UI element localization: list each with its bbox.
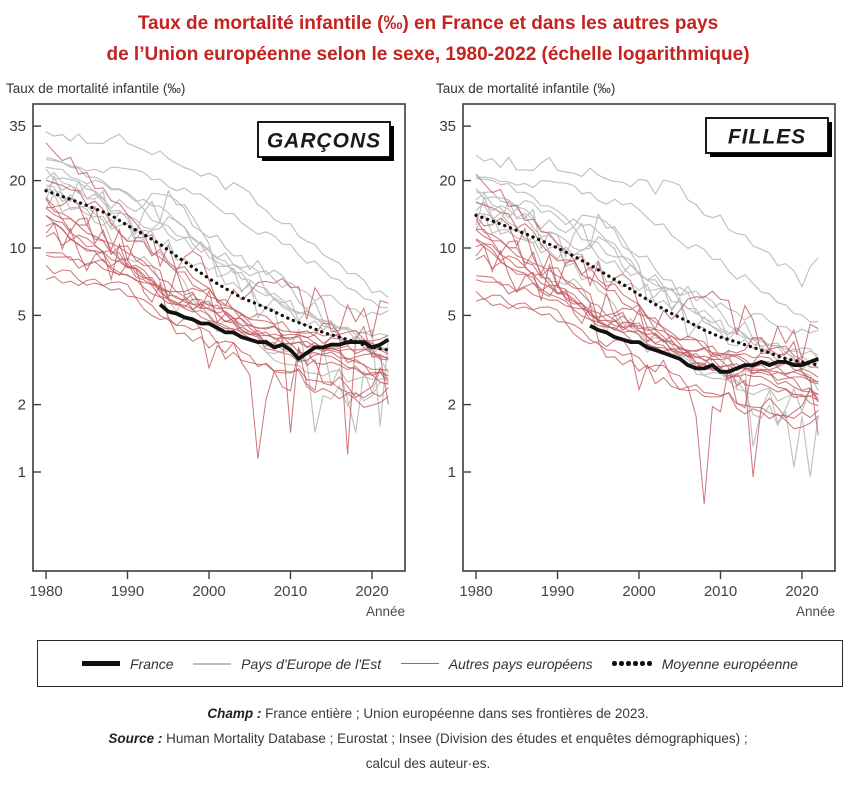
france-line-sample xyxy=(82,661,120,666)
other-europe-line xyxy=(45,222,389,459)
y-tick-label: 20 xyxy=(9,173,26,190)
east-europe-line xyxy=(45,156,389,349)
dot xyxy=(633,661,638,666)
moyenne-dotted-sample xyxy=(612,661,652,666)
panel-label-box xyxy=(705,117,829,154)
source-text: Human Mortality Database ; Eurostat ; In… xyxy=(166,731,748,746)
plot-border xyxy=(32,103,406,572)
y-tick-label: 1 xyxy=(448,464,456,481)
x-tick-label: 1990 xyxy=(541,583,574,600)
y-tick-label: 5 xyxy=(18,307,26,324)
y-tick-label: 5 xyxy=(448,307,456,324)
y-tick-label: 2 xyxy=(448,397,456,414)
y-tick-label: 2 xyxy=(18,397,26,414)
other-europe-line xyxy=(45,197,389,338)
panel-filles: Taux de mortalité infantile (‰) 35 20 10 5 2 1… xyxy=(430,78,856,623)
garcons-chart: Taux de mortalité infantile (‰)352010521… xyxy=(6,81,406,619)
east-europe-line xyxy=(45,158,389,309)
charts-row: Taux de mortalité infantile (‰) 35 20 10 5 2 1… xyxy=(0,78,856,623)
other-europe-line xyxy=(475,219,819,407)
panel-label-box xyxy=(257,121,391,158)
east-europe-line xyxy=(45,171,389,427)
filles-chart: Taux de mortalité infantile (‰)352010521… xyxy=(436,81,836,619)
x-axis-label: Année xyxy=(366,604,405,619)
footer: Champ : France entière ; Union européenn… xyxy=(0,701,856,776)
x-tick-label: 2010 xyxy=(704,583,737,600)
x-tick-label: 1980 xyxy=(459,583,492,600)
east-europe-line xyxy=(475,176,819,323)
x-tick-label: 1980 xyxy=(29,583,62,600)
dot xyxy=(647,661,652,666)
legend-item-autres-pays: Autres pays européens xyxy=(400,655,593,672)
legend-label-france: France xyxy=(130,655,174,672)
x-axis-label: Année xyxy=(796,604,835,619)
east-europe-line xyxy=(45,168,389,318)
panel-label: GARÇONS xyxy=(267,130,381,153)
other-europe-line xyxy=(45,179,389,351)
y-tick-label: 1 xyxy=(18,464,26,481)
legend-label-europe-est: Pays d'Europe de l'Est xyxy=(241,655,382,672)
figure-title: Taux de mortalité infantile (‰) en Franc… xyxy=(0,0,856,70)
european-average-line xyxy=(44,189,390,352)
panel-label: FILLES xyxy=(728,126,806,149)
champ-text: France entière ; Union européenne dans s… xyxy=(265,706,649,721)
x-tick-label: 2020 xyxy=(355,583,388,600)
plot-border xyxy=(462,103,836,572)
champ-line: Champ : France entière ; Union européenn… xyxy=(0,701,856,726)
european-average-line xyxy=(474,213,820,367)
panel-garcons: Taux de mortalité infantile (‰) 35 20 10 5 2 1… xyxy=(0,78,426,623)
figure-title-line1: Taux de mortalité infantile (‰) en Franc… xyxy=(137,13,719,34)
dot xyxy=(640,661,645,666)
legend-label-moyenne: Moyenne européenne xyxy=(661,655,798,672)
legend-item-france: France xyxy=(82,656,174,672)
x-tick-label: 2000 xyxy=(622,583,655,600)
x-tick-label: 2020 xyxy=(785,583,818,600)
other-europe-line xyxy=(45,252,389,345)
dot xyxy=(626,661,631,666)
other-europe-line xyxy=(45,207,389,361)
east-europe-line xyxy=(475,154,819,288)
france-line xyxy=(589,324,819,374)
x-tick-label: 2010 xyxy=(274,583,307,600)
other-europe-line xyxy=(45,275,389,399)
dot xyxy=(619,661,624,666)
legend: France Pays d'Europe de l'Est Autres pay… xyxy=(37,640,843,687)
other-europe-line xyxy=(45,254,389,361)
legend-label-autres-pays: Autres pays européens xyxy=(448,655,593,672)
other-europe-line xyxy=(475,216,819,360)
y-tick-label: 20 xyxy=(439,173,456,190)
champ-label: Champ : xyxy=(207,706,262,721)
east-europe-line xyxy=(45,188,389,383)
legend-item-europe-est: Pays d'Europe de l'Est xyxy=(193,656,381,672)
x-tick-label: 2000 xyxy=(192,583,225,600)
y-tick-label: 35 xyxy=(9,118,26,135)
figure-title-line2: de l’Union européenne selon le sexe, 198… xyxy=(106,44,750,65)
source-text-2: calcul des auteur·es. xyxy=(365,756,491,771)
source-line-2: calcul des auteur·es. xyxy=(0,751,856,776)
y-tick-label: 10 xyxy=(439,240,456,257)
other-europe-line xyxy=(475,254,819,395)
other-europe-line xyxy=(475,229,819,383)
east-europe-line xyxy=(475,188,819,335)
y-tick-label: 10 xyxy=(9,240,26,257)
other-europe-line xyxy=(475,228,819,478)
europe-est-line-sample xyxy=(193,662,232,665)
east-europe-line xyxy=(45,131,389,298)
other-europe-line xyxy=(45,206,389,433)
dot xyxy=(612,661,617,666)
other-europe-line xyxy=(475,201,819,368)
legend-item-moyenne: Moyenne européenne xyxy=(612,656,798,672)
y-tick-label: 35 xyxy=(439,118,456,135)
y-axis-title: Taux de mortalité infantile (‰) xyxy=(6,81,185,96)
y-axis-title: Taux de mortalité infantile (‰) xyxy=(436,81,615,96)
x-tick-label: 1990 xyxy=(111,583,144,600)
autres-pays-line-sample xyxy=(400,662,439,665)
france-line xyxy=(158,302,390,361)
other-europe-line xyxy=(475,279,819,385)
source-label: Source : xyxy=(108,731,163,746)
source-line: Source : Human Mortality Database ; Euro… xyxy=(0,726,856,751)
